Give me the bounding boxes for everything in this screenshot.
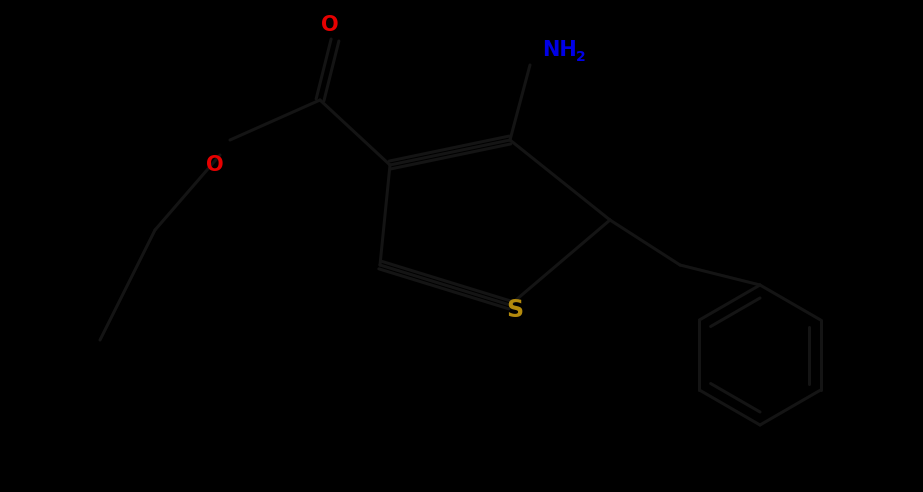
Text: O: O <box>321 15 339 35</box>
Text: NH: NH <box>542 40 577 60</box>
Text: 2: 2 <box>576 50 586 64</box>
Text: S: S <box>507 298 523 322</box>
Text: O: O <box>206 155 223 175</box>
